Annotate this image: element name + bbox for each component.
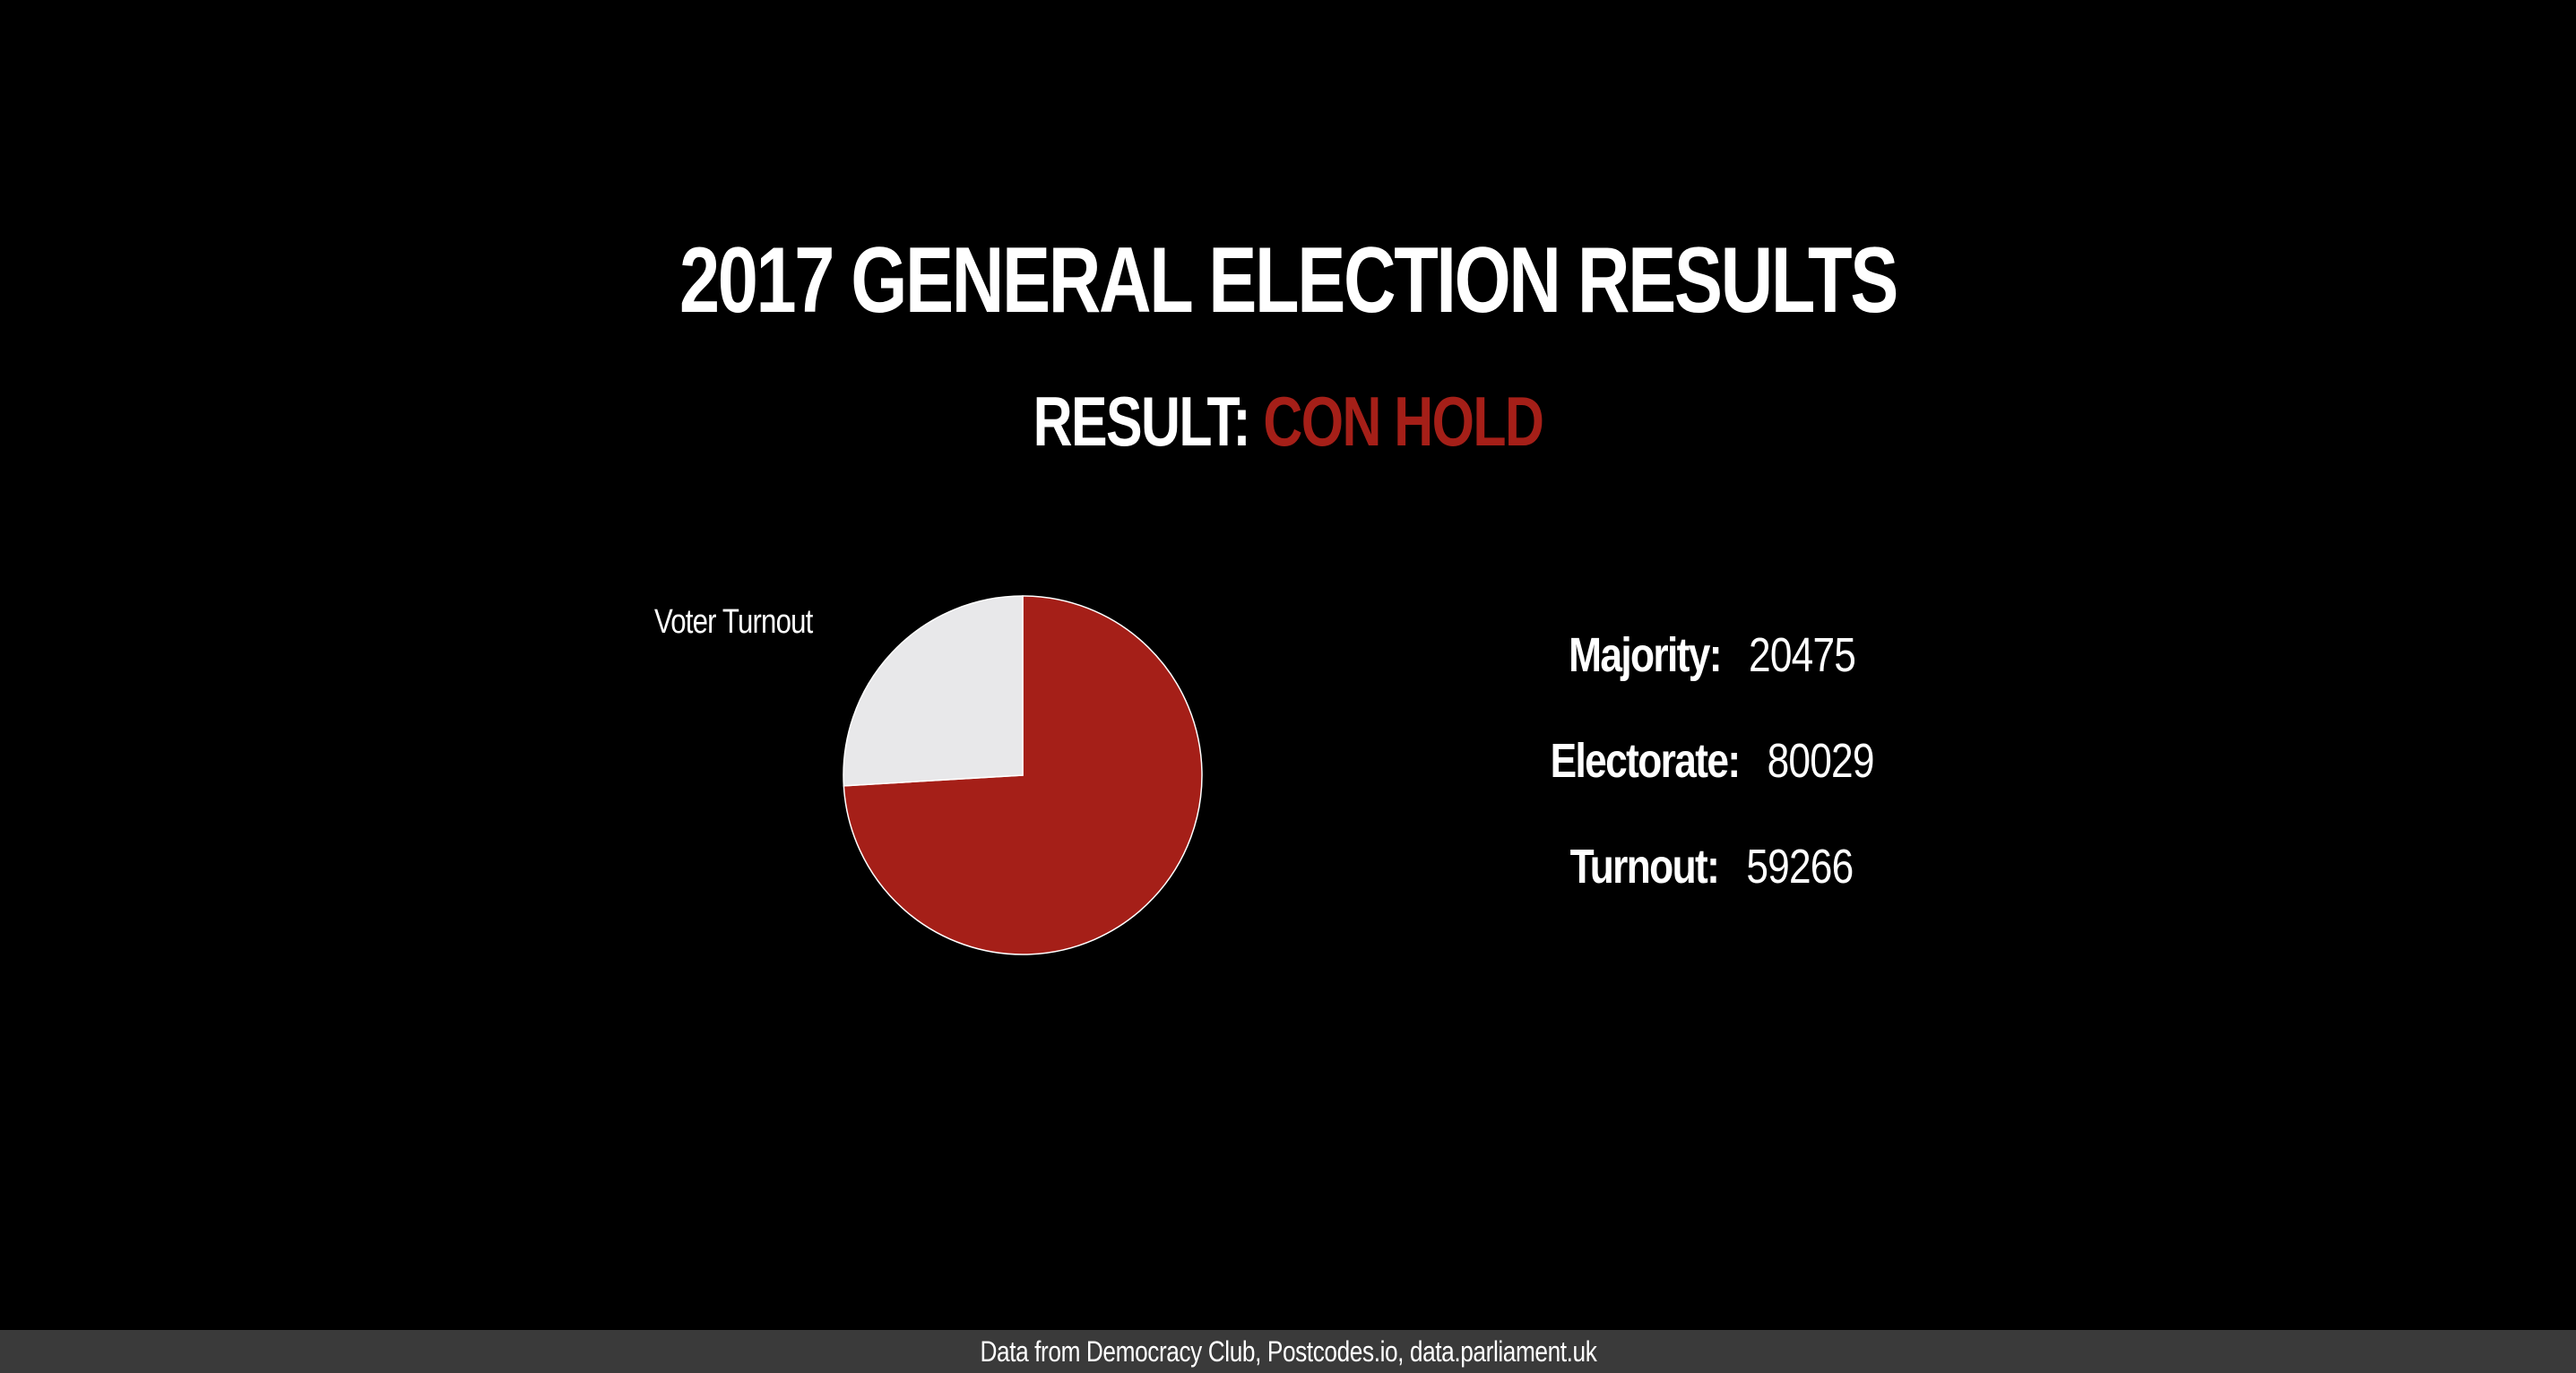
stat-label-electorate: Electorate: xyxy=(1550,734,1740,788)
result-value: CON HOLD xyxy=(1263,382,1544,461)
stat-row-electorate: Electorate: 80029 xyxy=(1398,733,2026,805)
turnout-pie-chart xyxy=(843,595,1203,955)
pie-slice-1 xyxy=(843,595,1024,787)
stat-value-majority: 20475 xyxy=(1748,628,1856,682)
result-label: RESULT: xyxy=(1033,382,1251,461)
footer-credits: Data from Democracy Club, Postcodes.io, … xyxy=(980,1335,1596,1368)
chart-title: Voter Turnout xyxy=(654,603,813,641)
stat-label-majority: Majority: xyxy=(1569,628,1722,682)
page-title: 2017 GENERAL ELECTION RESULTS xyxy=(679,229,1898,332)
stat-row-majority: Majority: 20475 xyxy=(1398,627,2026,699)
stat-row-turnout: Turnout: 59266 xyxy=(1398,839,2026,911)
result-line: RESULT: CON HOLD xyxy=(283,376,2293,466)
stat-label-turnout: Turnout: xyxy=(1570,840,1720,894)
footer-bar: Data from Democracy Club, Postcodes.io, … xyxy=(0,1330,2576,1373)
stat-value-electorate: 80029 xyxy=(1767,734,1874,788)
stat-value-turnout: 59266 xyxy=(1746,840,1854,894)
